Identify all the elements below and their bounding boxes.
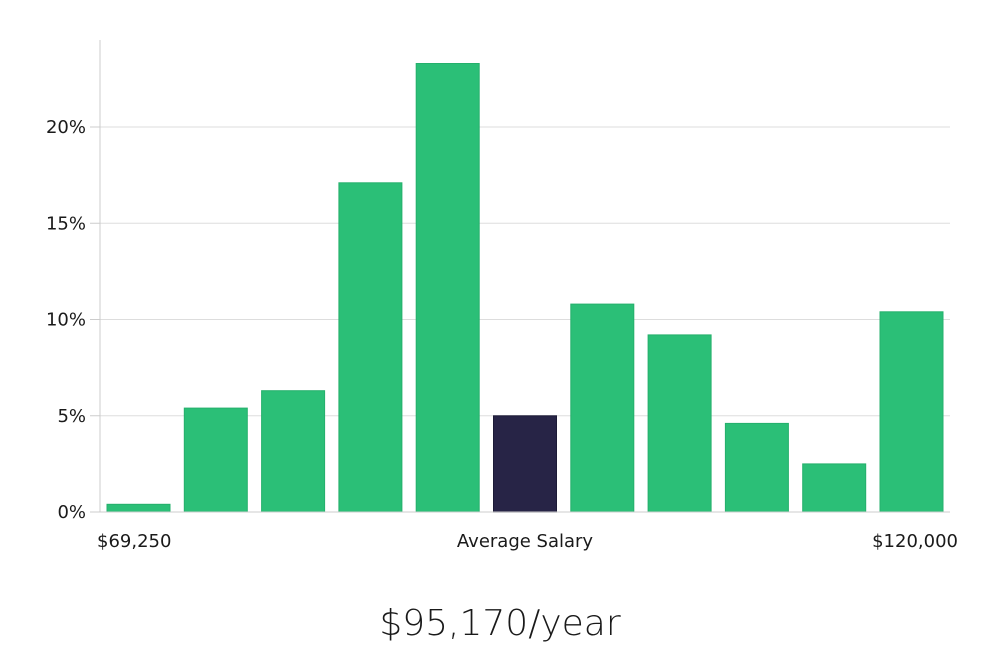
y-tick-label: 5%	[57, 406, 86, 427]
bars	[106, 63, 944, 513]
gridlines	[100, 126, 950, 417]
y-tick-label: 0%	[57, 502, 86, 523]
x-axis-title: Average Salary	[457, 531, 594, 552]
bar	[338, 182, 403, 513]
y-tick-label: 20%	[46, 117, 86, 138]
bar	[802, 463, 867, 513]
salary-histogram: 0% 5% 10% 15% 20% $69,250 Average Salary $120,0…	[46, 40, 958, 552]
average-salary-value: $95,170/year	[379, 603, 621, 644]
bar	[647, 334, 712, 513]
bar	[415, 63, 480, 513]
x-max-label: $120,000	[872, 531, 958, 552]
bar-highlight	[493, 415, 557, 513]
x-min-label: $69,250	[97, 531, 171, 552]
histogram-svg: 0% 5% 10% 15% 20% $69,250 Average Salary $120,0…	[46, 40, 958, 552]
axis-labels: 0% 5% 10% 15% 20% $69,250 Average Salary $120,0…	[46, 117, 958, 552]
bar	[261, 390, 326, 513]
bar	[570, 303, 635, 513]
bar	[183, 407, 248, 513]
bar	[106, 503, 171, 513]
bar	[879, 311, 944, 513]
y-tick-label: 15%	[46, 213, 86, 234]
y-tick-label: 10%	[46, 310, 86, 331]
axes	[90, 40, 950, 513]
bar	[724, 422, 789, 513]
